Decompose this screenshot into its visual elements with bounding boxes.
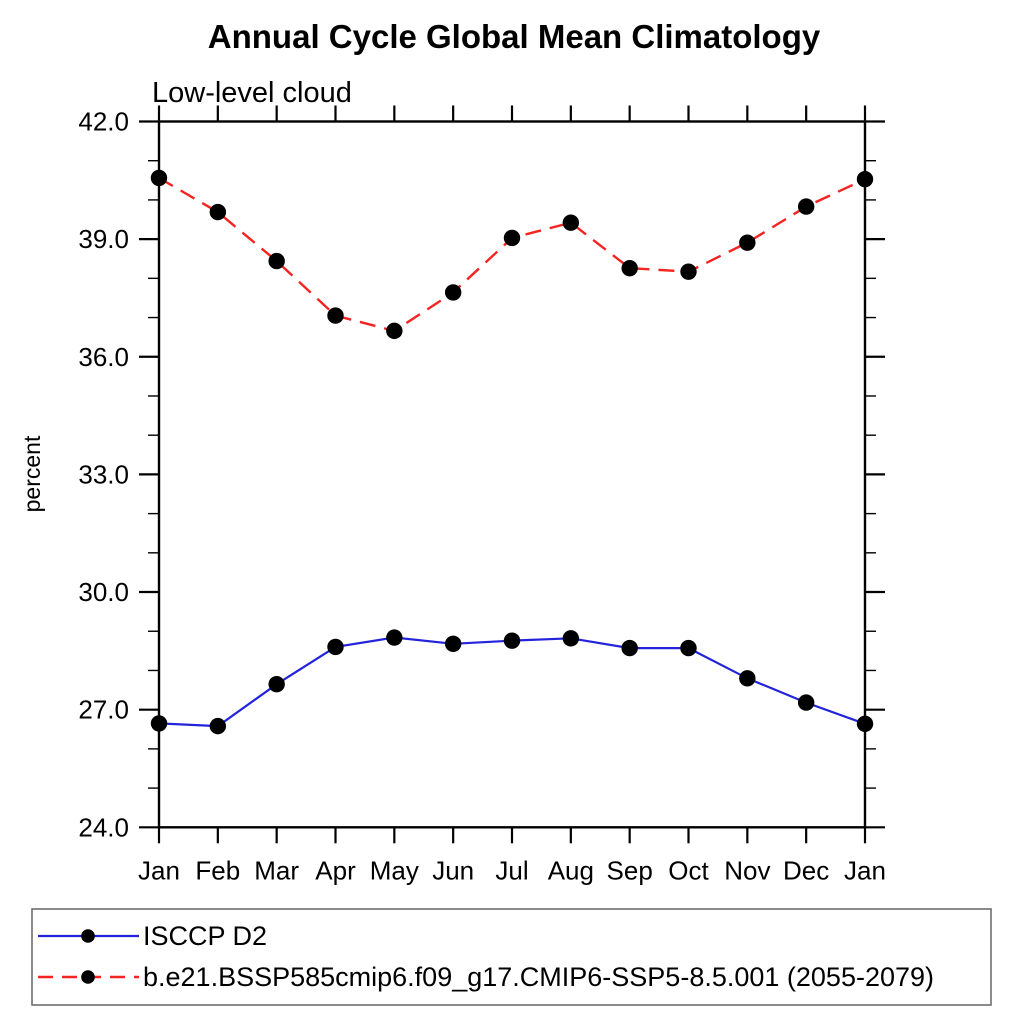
legend-marker-icon [81, 970, 95, 984]
data-point-marker [739, 234, 756, 251]
plot-frame [157, 120, 867, 829]
legend-box [31, 908, 992, 1006]
data-point-marker [444, 284, 462, 301]
x-tick-label: Aug [548, 855, 594, 885]
data-point-marker [386, 629, 403, 646]
y-tick-label: 27.0 [78, 695, 129, 725]
x-tick-label: Jun [432, 855, 474, 885]
data-point-marker [503, 229, 521, 247]
x-tick-label: Jan [138, 855, 180, 885]
legend: ISCCP D2 b.e21.BSSP585cmip6.f09_g17.CMIP… [31, 908, 992, 1006]
data-point-marker [327, 638, 344, 656]
y-tick-label: 30.0 [78, 577, 129, 607]
data-point-marker [444, 635, 462, 652]
y-axis-label: percent [19, 435, 45, 512]
data-point-marker [268, 675, 285, 693]
data-point-marker [150, 715, 168, 732]
series-line-solid [158, 636, 866, 728]
legend-label-model: b.e21.BSSP585cmip6.f09_g17.CMIP6-SSP5-8.… [143, 962, 934, 992]
y-tick-label: 36.0 [78, 342, 129, 372]
x-tick-label: Apr [315, 855, 356, 885]
x-tick-label: May [370, 855, 419, 885]
plot-area: Jan Feb Mar Apr May Jun Jul Aug Sep Oct Nov Dec Jan 2… [78, 105, 886, 885]
data-point-marker [797, 198, 815, 215]
legend-label-isccp: ISCCP D2 [143, 921, 267, 951]
data-point-marker [209, 717, 227, 735]
data-point-marker [739, 670, 756, 687]
data-point-marker [268, 252, 285, 270]
legend-marker-icon [81, 929, 95, 943]
x-tick-label: Jan [844, 855, 886, 885]
chart-title: Annual Cycle Global Mean Climatology [208, 18, 821, 55]
x-tick-label: Dec [783, 855, 829, 885]
legend-item-isccp: ISCCP D2 [38, 921, 267, 951]
data-point-marker [562, 630, 580, 647]
series-line-dashed [158, 176, 866, 333]
data-point-marker [503, 632, 521, 649]
data-point-marker [150, 169, 168, 187]
data-point-marker [562, 214, 580, 231]
legend-item-model: b.e21.BSSP585cmip6.f09_g17.CMIP6-SSP5-8.… [38, 962, 934, 992]
y-tick-label: 39.0 [78, 224, 129, 254]
data-point-marker [680, 263, 697, 280]
y-tick-label: 33.0 [78, 459, 129, 489]
data-point-marker [327, 307, 344, 324]
chart-subtitle: Low-level cloud [152, 77, 352, 109]
data-point-marker [209, 203, 227, 221]
x-tick-label: Nov [724, 855, 770, 885]
data-point-marker [621, 259, 638, 277]
x-tick-label: Mar [254, 855, 299, 885]
y-tick-label: 24.0 [78, 812, 129, 842]
y-tick-label: 42.0 [78, 107, 129, 137]
x-tick-label: Jul [495, 855, 528, 885]
x-tick-label: Sep [607, 855, 653, 885]
data-point-marker [856, 170, 874, 188]
data-point-marker [621, 639, 638, 657]
x-tick-label: Feb [195, 855, 240, 885]
data-point-marker [680, 639, 697, 657]
data-point-marker [856, 715, 874, 732]
x-tick-label: Oct [668, 855, 709, 885]
data-point-marker [797, 694, 815, 711]
data-point-marker [386, 322, 403, 340]
